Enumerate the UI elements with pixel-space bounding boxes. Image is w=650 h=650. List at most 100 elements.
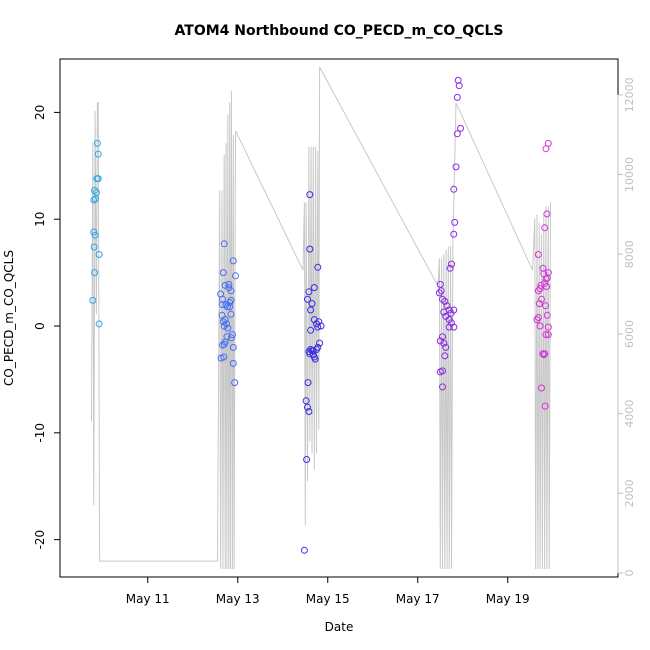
data-point [313,320,320,328]
data-point [534,251,542,258]
data-point [227,310,235,318]
data-point [450,230,458,238]
data-point [316,339,324,347]
data-point [307,326,315,334]
data-point [310,316,318,324]
data-point [542,302,549,310]
data-point [537,281,545,289]
data-point [543,311,551,319]
data-point [94,150,102,158]
data-point [91,269,99,277]
data-point [226,303,234,311]
data-point [305,288,313,296]
data-point [440,339,448,347]
data-point [535,300,543,308]
data-point [441,352,449,360]
data-point [436,280,444,288]
data-point [229,257,237,265]
data-point [314,263,322,271]
data-point [439,295,446,303]
data-point [307,306,315,314]
data-point [227,296,235,304]
right-y-tick-label: 0 [623,570,636,577]
data-point [229,359,237,367]
y-tick-label: 10 [33,212,47,227]
data-point [533,316,541,324]
data-point [220,340,228,348]
data-point [304,379,312,387]
right-y-tick-label: 4000 [623,400,636,428]
data-point [306,245,314,253]
data-point [541,224,549,232]
data-point [440,308,448,316]
data-point [221,316,229,324]
data-point [223,320,230,328]
data-point [303,456,311,463]
data-point [452,163,460,171]
altitude-line [91,66,551,570]
data-point [91,186,99,194]
data-point [454,76,462,84]
data-point [227,334,235,342]
data-point [310,284,318,292]
data-point [543,274,551,282]
right-y-tick-label: 8000 [623,240,636,268]
data-point [448,260,455,268]
data-point [544,269,552,277]
x-tick-label: May 13 [216,592,260,606]
data-point [307,346,315,353]
data-point [302,397,310,405]
data-point [447,309,455,317]
data-point [90,196,98,204]
data-point [437,287,445,295]
right-y-axis: 0 2000 4000 6000 8000 10000 12000 [617,77,636,577]
data-point [306,191,314,199]
data-point [231,379,239,387]
data-point [308,300,316,308]
data-point [439,333,446,341]
data-point [219,295,226,303]
data-point [536,322,544,330]
data-point [542,331,550,339]
data-point [435,289,443,297]
data-point [92,195,99,203]
chart-title: ATOM4 Northbound CO_PECD_m_CO_QCLS [175,23,504,39]
x-tick-label: May 17 [396,592,440,606]
series-1 [89,139,103,328]
data-point [314,323,322,331]
series-4 [435,76,464,391]
data-point [229,343,237,351]
data-point [542,275,550,283]
data-point [221,281,229,289]
data-point [436,368,444,376]
data-point [541,402,549,410]
data-point [453,130,461,138]
data-point [94,175,102,183]
x-axis: May 11 May 13 May 15 May 17 May 19 [126,576,530,606]
data-point [300,546,308,554]
data-point [219,341,226,349]
data-point [441,297,449,305]
data-point [445,323,453,331]
data-point [538,295,545,303]
data-point [311,355,319,363]
data-point [317,322,325,330]
data-point [450,323,458,331]
data-point [232,272,239,280]
data-point [543,210,551,218]
data-point [451,218,459,226]
data-point [538,384,545,392]
data-point [544,323,552,331]
data-point [304,295,311,303]
altitude-profile-layer [91,66,551,570]
data-point [457,124,464,132]
data-point [95,251,103,258]
data-point [536,285,544,293]
y-tick-label: -20 [33,530,47,550]
y-tick-label: 20 [33,105,47,120]
data-point [544,331,552,339]
data-point [540,351,548,359]
data-points-layer [89,76,552,554]
data-point [446,264,454,272]
